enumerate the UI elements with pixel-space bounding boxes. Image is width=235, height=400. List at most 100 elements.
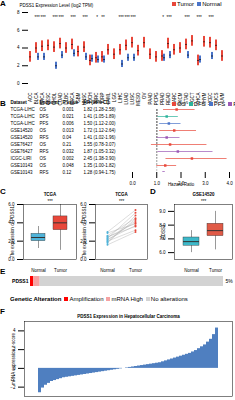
svg-text:0.21: 0.21 xyxy=(63,142,72,147)
svg-text:TCGA-LIHC: TCGA-LIHC xyxy=(11,121,36,126)
svg-text:*: * xyxy=(96,15,98,20)
svg-text:Normal: Normal xyxy=(31,268,46,273)
svg-text:2.45 (1.38-3.90): 2.45 (1.38-3.90) xyxy=(84,156,117,161)
svg-text:0.048: 0.048 xyxy=(63,163,75,168)
svg-text:1.55 (0.78-3.07): 1.55 (0.78-3.07) xyxy=(84,142,117,147)
svg-text:TCGA-LIHC: TCGA-LIHC xyxy=(11,107,36,112)
svg-text:8: 8 xyxy=(17,10,20,15)
svg-text:P value: P value xyxy=(63,100,79,105)
svg-text:0: 0 xyxy=(17,81,20,86)
svg-text:3.0: 3.0 xyxy=(202,181,209,186)
svg-text:PFS: PFS xyxy=(40,121,49,126)
svg-text:1.50 (1.12-2.00): 1.50 (1.12-2.00) xyxy=(84,121,117,126)
svg-text:OS: OS xyxy=(40,156,47,161)
svg-text:*: * xyxy=(162,15,164,20)
svg-text:Tumor: Tumor xyxy=(54,268,67,273)
svg-text:***: *** xyxy=(124,15,130,20)
svg-text:PAAD: PAAD xyxy=(148,92,153,105)
svg-text:TCGA-LIHC: TCGA-LIHC xyxy=(11,114,36,119)
svg-text:2: 2 xyxy=(17,63,20,68)
svg-text:LUSC: LUSC xyxy=(130,92,135,105)
svg-text:***: *** xyxy=(166,15,172,20)
svg-text:5%: 5% xyxy=(226,278,234,284)
svg-text:0.002: 0.002 xyxy=(63,156,75,161)
svg-text:***: *** xyxy=(201,199,207,204)
svg-text:TCGA: TCGA xyxy=(44,192,57,197)
svg-text:GSE14520: GSE14520 xyxy=(192,192,215,197)
svg-text:MESO: MESO xyxy=(136,92,141,106)
svg-text:1.0: 1.0 xyxy=(154,181,161,186)
svg-text:GSE76427: GSE76427 xyxy=(11,149,34,154)
svg-text:Normal: Normal xyxy=(100,268,115,273)
svg-text:Normal: Normal xyxy=(184,268,199,273)
svg-text:0.006: 0.006 xyxy=(63,121,75,126)
svg-text:RFS: RFS xyxy=(40,135,49,140)
svg-text:6: 6 xyxy=(17,28,20,33)
svg-text:OS: OS xyxy=(40,163,47,168)
svg-text:The expression of PDSS1: The expression of PDSS1 xyxy=(10,206,15,258)
svg-text:***: *** xyxy=(58,15,64,20)
svg-text:LIHC: LIHC xyxy=(118,92,123,103)
svg-text:1.82 (1.28-2.58): 1.82 (1.28-2.58) xyxy=(84,107,117,112)
svg-text:READ: READ xyxy=(166,92,171,105)
svg-text:DFS: DFS xyxy=(40,114,49,119)
svg-text:Hazard Ratio: Hazard Ratio xyxy=(168,182,195,187)
svg-text:GSE14520: GSE14520 xyxy=(11,135,34,140)
svg-text:1.41 (1.05-1.89): 1.41 (1.05-1.89) xyxy=(84,114,117,119)
svg-text:0.001: 0.001 xyxy=(63,107,75,112)
svg-text:1.41 (1.02-1.96): 1.41 (1.02-1.96) xyxy=(84,135,117,140)
svg-text:OS: OS xyxy=(40,128,47,133)
svg-text:6.0: 6.0 xyxy=(159,250,166,255)
svg-text:0.12: 0.12 xyxy=(63,170,72,175)
svg-text:1.28 (0.94-1.75): 1.28 (0.94-1.75) xyxy=(84,170,117,175)
svg-text:RFS: RFS xyxy=(40,149,49,154)
svg-text:PRAD: PRAD xyxy=(160,92,165,105)
svg-text:Dataset: Dataset xyxy=(11,100,28,105)
svg-text:***: *** xyxy=(52,15,58,20)
svg-text:0.04: 0.04 xyxy=(63,135,72,140)
svg-text:GSE10143: GSE10143 xyxy=(11,163,34,168)
svg-text:PDSS1: PDSS1 xyxy=(161,224,166,239)
svg-text:***: *** xyxy=(82,15,88,20)
svg-text:Tumor: Tumor xyxy=(129,268,142,273)
svg-text:GSE14520: GSE14520 xyxy=(11,128,34,133)
svg-text:***: *** xyxy=(130,15,136,20)
svg-text:***: *** xyxy=(47,199,53,204)
svg-text:4: 4 xyxy=(13,328,16,333)
svg-text:***: *** xyxy=(34,15,40,20)
svg-text:1.72 (1.12-2.64): 1.72 (1.12-2.64) xyxy=(84,128,117,133)
svg-text:1.87 (1.05-3.32): 1.87 (1.05-3.32) xyxy=(84,149,117,154)
svg-text:***: *** xyxy=(118,15,124,20)
svg-text:UCEC: UCEC xyxy=(208,92,213,106)
svg-text:mRNA expression z-score: mRNA expression z-score xyxy=(11,333,16,386)
svg-text:OS: OS xyxy=(40,107,47,112)
svg-text:0.021: 0.021 xyxy=(63,114,75,119)
svg-text:LUAD: LUAD xyxy=(124,92,129,105)
svg-text:TCGA: TCGA xyxy=(115,192,128,197)
svg-text:PDSS1: PDSS1 xyxy=(12,278,29,284)
svg-text:UCS: UCS xyxy=(214,93,219,103)
svg-text:***: *** xyxy=(40,15,46,20)
svg-text:9.0: 9.0 xyxy=(159,209,166,214)
svg-text:ICGC-LIRI: ICGC-LIRI xyxy=(11,156,32,161)
svg-text:1.35 (1.00-1.82): 1.35 (1.00-1.82) xyxy=(84,163,117,168)
svg-text:UVM: UVM xyxy=(220,92,225,102)
svg-text:GSE10143: GSE10143 xyxy=(11,170,34,175)
svg-text:0.0: 0.0 xyxy=(129,181,136,186)
svg-text:Endpoint: Endpoint xyxy=(40,100,60,105)
svg-text:HR (95% CI): HR (95% CI) xyxy=(84,100,110,105)
svg-text:PCPG: PCPG xyxy=(154,92,159,105)
svg-text:0.013: 0.013 xyxy=(63,128,75,133)
svg-text:0.032: 0.032 xyxy=(63,149,75,154)
svg-text:OS: OS xyxy=(40,142,47,147)
svg-text:SARC: SARC xyxy=(172,92,177,105)
svg-text:***: *** xyxy=(70,15,76,20)
svg-text:ACC: ACC xyxy=(28,92,33,102)
svg-text:The expression of PDSS1: The expression of PDSS1 xyxy=(82,206,87,258)
svg-text:**: ** xyxy=(101,15,105,20)
svg-text:***: *** xyxy=(119,199,125,204)
svg-text:***: *** xyxy=(196,15,202,20)
svg-text:4.0: 4.0 xyxy=(226,181,233,186)
svg-text:***: *** xyxy=(208,15,214,20)
svg-text:4: 4 xyxy=(17,45,20,50)
